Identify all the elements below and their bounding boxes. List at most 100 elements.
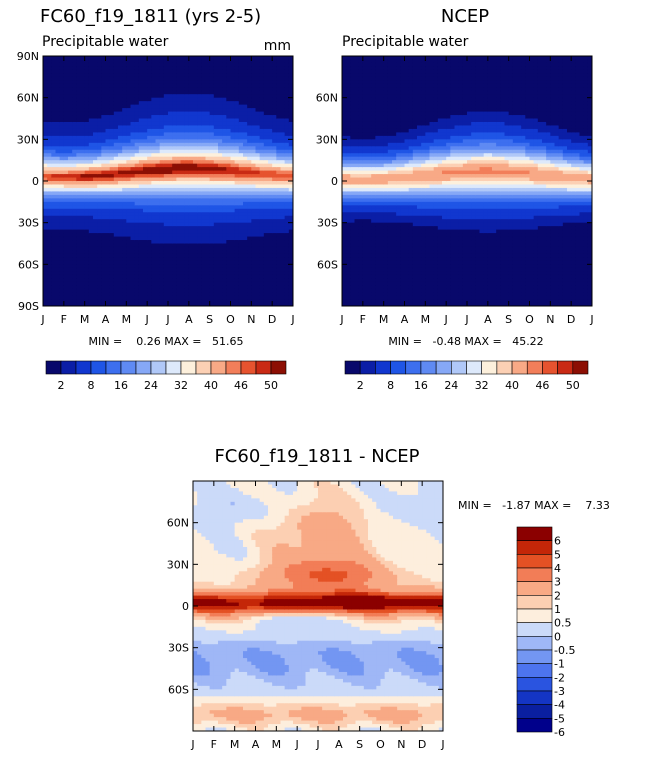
field-cell [213,135,219,140]
field-cell [247,87,252,92]
field-cell [84,205,90,210]
field-cell [209,181,215,186]
field-cell [346,94,351,99]
field-cell [272,128,277,133]
field-cell [76,128,82,133]
field-cell [280,69,286,74]
field-cell [101,156,107,161]
field-cell [197,125,202,130]
field-cell [263,111,269,116]
field-cell [201,153,207,158]
field-cell [76,240,82,245]
field-cell [188,181,194,186]
field-cell [350,59,356,64]
field-cell [346,132,351,137]
field-cell [159,62,165,68]
field-cell [143,191,148,196]
field-cell [263,246,269,252]
field-cell [113,302,119,306]
field-cell [43,288,48,293]
field-cell [113,222,119,227]
field-cell [243,139,248,144]
field-cell [80,153,86,158]
field-cell [218,101,223,106]
field-cell [184,170,190,175]
field-cell [105,201,111,206]
field-cell [263,174,269,179]
field-cell [93,149,98,154]
field-cell [76,229,82,234]
field-cell [118,153,123,158]
field-cell [259,76,265,81]
field-cell [105,219,111,224]
field-cell [151,215,157,220]
field-cell [234,83,240,88]
field-cell [93,260,98,265]
field-cell [238,146,244,151]
field-cell [193,94,198,99]
field-cell [43,257,48,262]
field-cell [126,246,132,252]
field-cell [147,257,152,262]
field-cell [346,302,351,306]
field-cell [213,94,219,99]
field-cell [172,212,177,217]
field-cell [63,146,69,151]
field-cell [259,288,265,293]
field-cell [222,236,227,241]
field-cell [255,285,261,290]
field-cell [59,187,65,193]
field-cell [43,191,48,196]
field-cell [84,135,90,140]
field-cell [255,115,261,120]
field-cell [288,274,293,279]
field-cell [130,246,136,252]
field-cell [272,132,277,137]
field-cell [93,115,98,120]
field-cell [105,121,111,127]
field-cell [238,111,244,116]
field-cell [176,73,182,78]
field-cell [163,174,169,179]
field-cell [72,281,77,286]
field-cell [51,181,57,186]
field-cell [143,170,148,175]
field-cell [276,226,282,231]
field-cell [172,184,177,189]
field-cell [276,87,282,92]
field-cell [209,76,215,81]
field-cell [284,69,290,74]
field-cell [276,212,282,217]
field-cell [276,142,282,147]
field-cell [205,184,211,189]
field-cell [118,295,123,300]
field-cell [255,233,261,238]
field-cell [147,156,152,161]
field-cell [272,278,277,283]
field-cell [213,299,219,304]
field-cell [63,90,69,95]
field-cell [230,264,236,269]
field-cell [358,257,364,262]
field-cell [358,187,364,193]
field-cell [163,285,169,290]
field-cell [113,62,119,68]
field-cell [288,260,293,265]
field-cell [47,292,52,297]
field-cell [101,118,107,123]
field-cell [155,135,161,140]
field-cell [342,250,347,255]
field-cell [180,87,186,92]
field-cell [197,76,202,81]
field-cell [47,132,52,137]
field-cell [84,288,90,293]
field-cell [180,292,186,297]
field-cell [101,97,107,102]
field-cell [226,257,232,262]
field-cell [55,111,61,116]
field-cell [59,139,65,144]
field-cell [288,285,293,290]
field-cell [143,198,148,203]
field-cell [234,219,240,224]
field-cell [138,108,144,113]
